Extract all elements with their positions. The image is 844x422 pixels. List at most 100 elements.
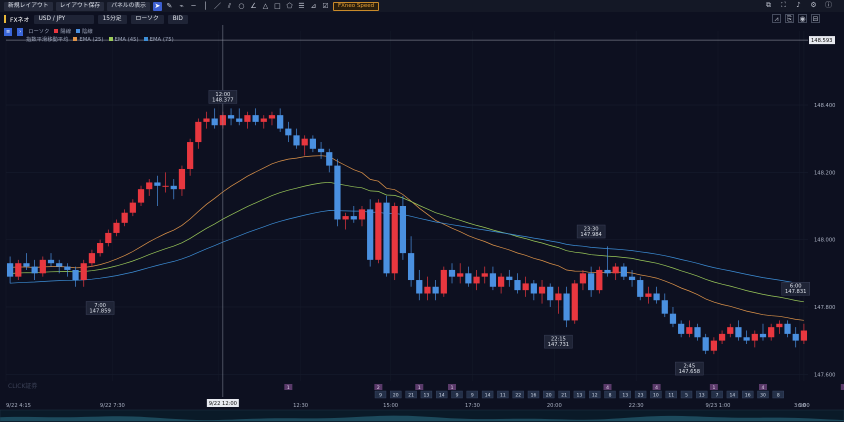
annotation-price: 147.859 bbox=[89, 309, 110, 315]
event-bottom-marker bbox=[589, 390, 601, 399]
pen-icon[interactable]: ✎ bbox=[166, 1, 173, 10]
candle-body bbox=[309, 138, 316, 149]
gear-icon[interactable]: ⚙ bbox=[810, 1, 817, 9]
legend-ema75: EMA (75) bbox=[143, 36, 174, 44]
candle-body bbox=[457, 273, 464, 277]
y-tick-label: 147.600 bbox=[814, 372, 835, 378]
indicator-icon[interactable]: ⩘ bbox=[772, 14, 781, 23]
crosshair-x-label: 9/22 12:00 bbox=[209, 401, 237, 407]
new-layout-button[interactable]: 新規レイアウト bbox=[4, 1, 53, 11]
ema-line-75 bbox=[10, 210, 804, 285]
candlestick-chart[interactable]: 148.400 148.200 148.000 147.800 147.600 9/22 … bbox=[0, 25, 844, 422]
y-tick-label: 148.000 bbox=[814, 238, 835, 244]
annotation-price: 147.658 bbox=[679, 369, 700, 375]
event-top-marker bbox=[374, 384, 383, 390]
chart-type-select[interactable]: ローソク bbox=[130, 14, 164, 24]
logo-text: CLICK証券 bbox=[8, 382, 37, 390]
compare-icon[interactable]: ⎘ bbox=[785, 14, 794, 23]
legend-ema25: EMA (25) bbox=[73, 36, 104, 44]
candle-body bbox=[399, 206, 407, 254]
candle-body bbox=[596, 269, 603, 291]
event-bottom-marker bbox=[420, 390, 433, 399]
candle-body bbox=[350, 216, 357, 220]
camera-icon[interactable]: ◉ bbox=[798, 14, 807, 23]
info-icon[interactable]: ⓘ bbox=[825, 1, 832, 9]
event-top-marker bbox=[448, 384, 457, 390]
circle-icon[interactable]: ○ bbox=[238, 1, 245, 10]
triangle-icon[interactable]: △ bbox=[262, 1, 269, 10]
candle-body bbox=[277, 115, 284, 129]
event-top-marker bbox=[652, 384, 661, 390]
y-tick-label: 148.200 bbox=[814, 170, 835, 176]
event-top-label: 2 bbox=[377, 385, 380, 391]
event-bottom-marker bbox=[466, 390, 478, 399]
fullscreen-icon[interactable]: ⛶ bbox=[781, 1, 786, 9]
candle-body bbox=[432, 286, 439, 294]
panel-display-button[interactable]: パネルの表示 bbox=[107, 1, 150, 11]
event-top-marker bbox=[840, 384, 844, 390]
x-tick-label: 6:00 bbox=[798, 403, 810, 409]
candle-body bbox=[530, 283, 537, 294]
candle-body bbox=[407, 253, 415, 281]
event-bottom-marker bbox=[497, 390, 509, 399]
event-bottom-marker bbox=[374, 390, 387, 399]
cursor-icon[interactable]: ➤ bbox=[152, 1, 162, 11]
bell-icon[interactable]: ♪ bbox=[796, 1, 801, 9]
trendline-icon[interactable]: ／ bbox=[213, 1, 221, 10]
candle-body bbox=[637, 280, 644, 297]
polygon-icon[interactable]: ⬠ bbox=[286, 1, 293, 10]
candle-body bbox=[612, 266, 619, 274]
event-bottom-label: 30 bbox=[760, 393, 766, 399]
right-top-icons: ⧉ ⛶ ♪ ⚙ ⓘ bbox=[764, 1, 833, 10]
vline-icon[interactable]: │ bbox=[203, 1, 208, 10]
candle-body bbox=[105, 232, 112, 244]
event-bottom-label: 22 bbox=[515, 393, 521, 399]
event-bottom-marker bbox=[696, 390, 708, 399]
candle-body bbox=[342, 216, 349, 220]
candle-body bbox=[579, 273, 587, 284]
candle-body bbox=[563, 293, 570, 321]
candle-body bbox=[506, 276, 513, 281]
channel-icon[interactable]: ⫽ bbox=[227, 1, 232, 10]
candle-body bbox=[604, 269, 611, 274]
timeframe-select[interactable]: 15分足 bbox=[97, 14, 127, 24]
checkbox-icon[interactable]: ☑ bbox=[322, 1, 329, 10]
candle-body bbox=[628, 276, 636, 281]
event-bottom-label: 8 bbox=[777, 393, 780, 399]
legend-ma-title: 指数平滑移動平均 bbox=[26, 37, 69, 43]
candle-body bbox=[260, 118, 267, 122]
fxneo-speed-button[interactable]: FXneo Speed bbox=[332, 1, 380, 11]
navigator-area bbox=[0, 415, 844, 421]
annotation-time: 7:00 bbox=[94, 303, 106, 309]
brush-icon[interactable]: ⌁ bbox=[179, 1, 184, 10]
lines-icon[interactable]: ☰ bbox=[298, 1, 305, 10]
rectangle-icon[interactable]: □ bbox=[274, 1, 281, 10]
price-type-select[interactable]: BID bbox=[167, 14, 188, 24]
price-annotation-box bbox=[85, 301, 115, 315]
candle-body bbox=[358, 209, 366, 220]
layout-icon[interactable]: ⧉ bbox=[766, 1, 771, 9]
fibo-icon[interactable]: ⊿ bbox=[310, 1, 317, 10]
candle-body bbox=[489, 273, 497, 287]
candle-body bbox=[653, 293, 660, 301]
candle-body bbox=[718, 333, 726, 341]
event-bottom-marker bbox=[390, 390, 402, 399]
event-bottom-label: 13 bbox=[424, 393, 430, 399]
candle-body bbox=[56, 263, 63, 267]
save-layout-button[interactable]: レイアウト保存 bbox=[55, 1, 105, 11]
chart-tool-icons: ⩘ ⎘ ◉ ⊟ bbox=[772, 14, 820, 23]
event-bottom-marker bbox=[481, 390, 494, 399]
window-icon[interactable]: ⊟ bbox=[811, 14, 820, 23]
event-bottom-label: 16 bbox=[745, 393, 751, 399]
angle-icon[interactable]: ∠ bbox=[250, 1, 257, 10]
x-tick-label: 3:30 bbox=[794, 403, 806, 409]
annotation-price: 147.831 bbox=[785, 289, 806, 295]
legend-collapse[interactable]: › bbox=[17, 28, 24, 36]
hline-icon[interactable]: ─ bbox=[191, 1, 196, 10]
event-bottom-label: 9 bbox=[471, 393, 474, 399]
currency-pair-select[interactable]: USD / JPY bbox=[33, 14, 94, 24]
legend-toggle[interactable]: ≡ bbox=[4, 28, 13, 36]
candle-body bbox=[661, 300, 668, 314]
candle-body bbox=[244, 115, 251, 122]
price-annotation-box bbox=[675, 361, 704, 376]
